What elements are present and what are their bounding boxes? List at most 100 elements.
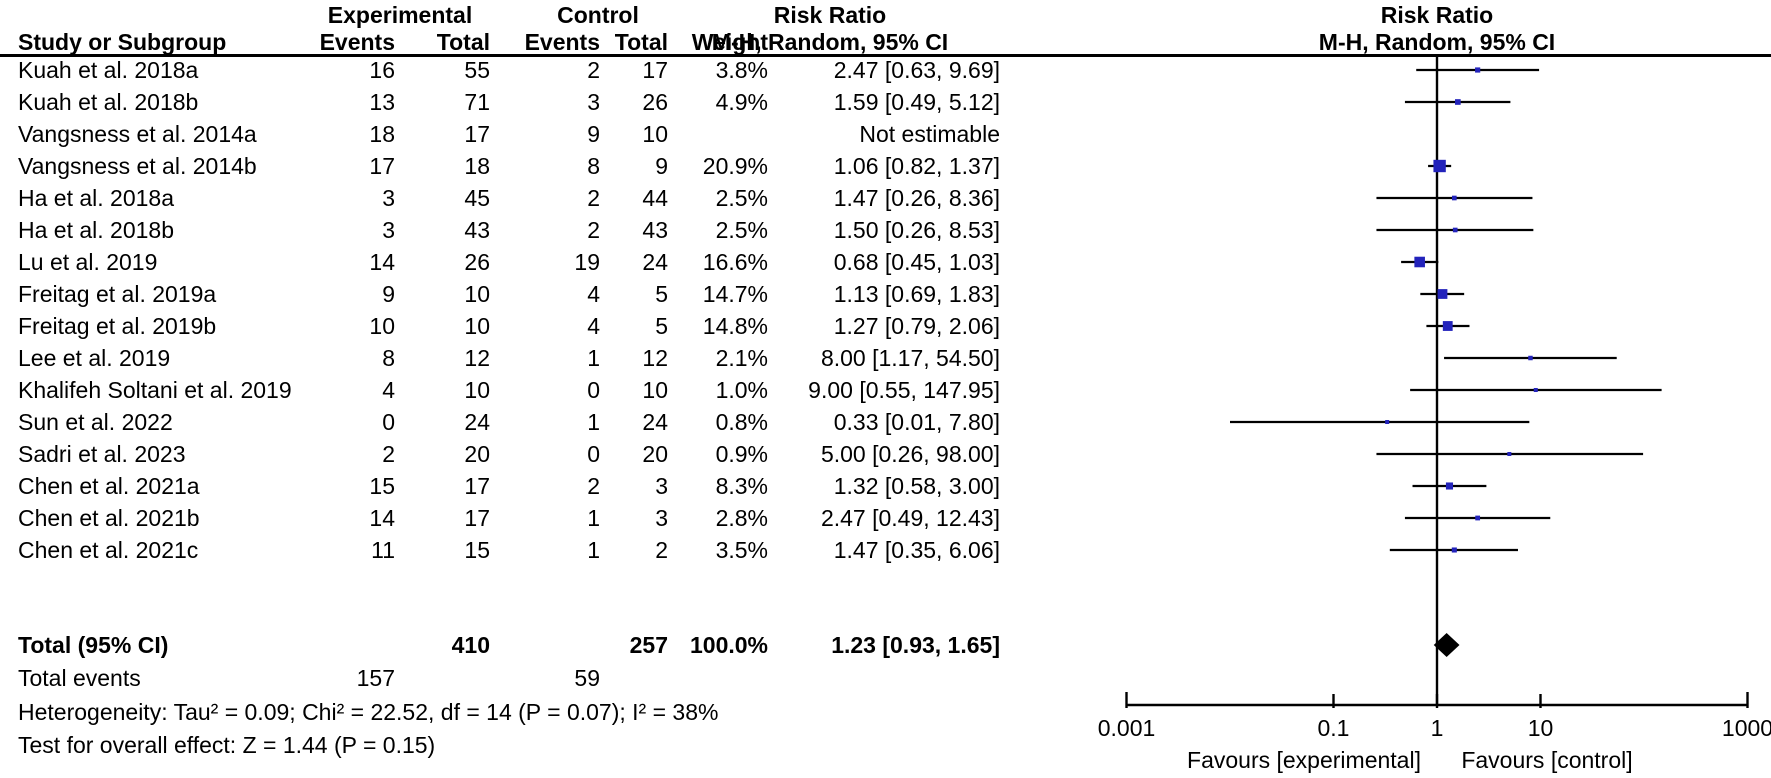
weight: 2.5% [715,185,768,211]
rr-ci-text: 8.00 [1.17, 54.50] [820,345,1000,371]
column-group-experimental: Experimental [327,2,473,28]
exp-events: 17 [369,153,395,179]
rr-ci-text: 2.47 [0.63, 9.69] [833,57,1000,83]
exp-events: 2 [382,441,395,467]
rr-ci-text: 1.27 [0.79, 2.06] [833,313,1000,339]
effect-marker [1451,195,1457,201]
column-header-ci: M-H, Random, 95% CI [711,29,949,55]
weight: 0.8% [715,409,768,435]
study-name: Freitag et al. 2019b [18,313,217,339]
total-exp-total: 410 [451,632,490,658]
total-events-label: Total events [18,665,141,691]
pooled-diamond [1433,633,1460,657]
effect-marker [1451,547,1457,553]
weight: 8.3% [715,473,768,499]
study-name: Chen et al. 2021c [18,537,199,563]
ctl-total: 44 [642,185,668,211]
ctl-total: 43 [642,217,668,243]
exp-events: 9 [382,281,395,307]
exp-total: 10 [464,281,490,307]
rr-ci-text: 1.32 [0.58, 3.00] [833,473,1000,499]
weight: 0.9% [715,441,768,467]
x-axis-tick-label: 0.001 [1098,715,1156,741]
total-events-experimental: 157 [356,665,395,691]
column-group-control: Control [557,2,639,28]
rr-ci-text: 1.50 [0.26, 8.53] [833,217,1000,243]
total-weight: 100.0% [689,632,768,658]
ctl-events: 8 [587,153,600,179]
rr-ci-text: 0.68 [0.45, 1.03] [833,249,1000,275]
rr-ci-text: 1.47 [0.26, 8.36] [833,185,1000,211]
ctl-events: 19 [574,249,600,275]
ctl-total: 20 [642,441,668,467]
exp-events: 14 [369,505,395,531]
study-name: Chen et al. 2021b [18,505,200,531]
study-name: Vangsness et al. 2014a [18,121,257,147]
study-name: Kuah et al. 2018a [18,57,199,83]
ctl-total: 24 [642,409,668,435]
ctl-total: 5 [655,281,668,307]
exp-total: 12 [464,345,490,371]
column-title-risk-ratio: Risk Ratio [773,2,887,28]
exp-events: 11 [371,537,395,563]
weight: 14.7% [702,281,768,307]
ctl-events: 4 [587,281,600,307]
ctl-total: 24 [642,249,668,275]
exp-events: 14 [369,249,395,275]
rr-ci-text: 5.00 [0.26, 98.00] [820,441,1000,467]
ctl-total: 10 [642,121,668,147]
total-ctl-total: 257 [629,632,668,658]
total-row-label: Total (95% CI) [18,632,169,658]
weight: 1.0% [715,377,768,403]
ctl-total: 5 [655,313,668,339]
exp-total: 17 [464,505,490,531]
column-header-exp-events: Events [319,29,395,55]
exp-total: 10 [464,377,490,403]
effect-marker [1437,289,1448,299]
exp-events: 4 [382,377,395,403]
effect-marker [1528,355,1533,361]
exp-total: 71 [464,89,490,115]
study-name: Kuah et al. 2018b [18,89,199,115]
weight: 20.9% [702,153,768,179]
weight: 2.1% [715,345,768,371]
column-header-ctl-events: Events [524,29,600,55]
effect-marker [1445,482,1454,490]
ctl-events: 0 [587,441,600,467]
weight: 4.9% [715,89,768,115]
effect-marker [1385,420,1390,424]
effect-marker [1475,67,1481,73]
ctl-total: 3 [655,473,668,499]
effect-marker [1475,515,1481,521]
exp-events: 16 [369,57,395,83]
rr-ci-text: 9.00 [0.55, 147.95] [808,377,1000,403]
column-header-exp-total: Total [436,29,490,55]
exp-total: 26 [464,249,490,275]
study-name: Chen et al. 2021a [18,473,200,499]
rr-ci-text: 1.47 [0.35, 6.06] [833,537,1000,563]
ctl-events: 0 [587,377,600,403]
exp-events: 3 [382,185,395,211]
header-rule [0,54,1771,57]
effect-marker [1414,256,1425,268]
ctl-events: 3 [587,89,600,115]
effect-marker [1533,387,1538,393]
study-name: Sun et al. 2022 [18,409,173,435]
exp-events: 10 [369,313,395,339]
exp-total: 17 [464,473,490,499]
total-events-control: 59 [574,665,600,691]
rr-ci-text: 1.13 [0.69, 1.83] [833,281,1000,307]
favours-experimental-label: Favours [experimental] [1187,747,1421,773]
exp-total: 15 [464,537,490,563]
exp-events: 3 [382,217,395,243]
rr-ci-text: 1.06 [0.82, 1.37] [833,153,1000,179]
heterogeneity-stats: Heterogeneity: Tau² = 0.09; Chi² = 22.52… [18,699,719,725]
ctl-events: 2 [587,57,600,83]
study-name: Lee et al. 2019 [18,345,171,371]
rr-ci-text: Not estimable [859,121,1000,147]
weight: 14.8% [702,313,768,339]
study-name: Khalifeh Soltani et al. 2019 [18,377,292,403]
weight: 3.8% [715,57,768,83]
weight: 3.5% [715,537,768,563]
